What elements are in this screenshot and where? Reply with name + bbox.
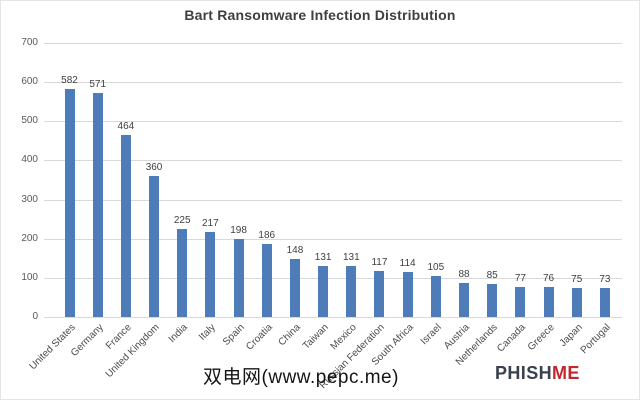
gridline — [44, 160, 622, 162]
y-axis-tick-label: 500 — [21, 115, 38, 127]
y-axis-tick-label: 300 — [21, 193, 38, 205]
bar — [515, 286, 526, 317]
bar-value-label: 114 — [399, 258, 416, 270]
y-axis-tick-label: 400 — [21, 154, 38, 166]
bar-value-label: 225 — [173, 214, 191, 226]
gridline — [44, 43, 622, 44]
bar-value-label: 217 — [202, 218, 219, 230]
y-axis-tick-label: 0 — [32, 311, 38, 322]
y-axis-tick-label: 100 — [21, 271, 38, 283]
bar — [599, 288, 610, 317]
y-axis-tick-label: 200 — [21, 232, 38, 244]
phishme-logo: PHISHME — [495, 363, 580, 384]
gridline — [44, 199, 622, 201]
bar — [177, 228, 188, 317]
bar — [92, 93, 103, 317]
bar — [120, 135, 131, 317]
bar — [402, 272, 413, 317]
watermark-text: 双电网(www.pepc.me) — [203, 367, 399, 388]
plot-area: 0 100 200 300 400 500 600 700 582 United States 57… — [21, 37, 622, 391]
bar-value-label: 464 — [117, 121, 135, 133]
bar-value-label: 77 — [514, 272, 526, 284]
bar-value-label: 88 — [458, 268, 470, 280]
bar — [571, 287, 582, 317]
bar-value-label: 582 — [61, 75, 78, 87]
bar-value-label: 76 — [542, 273, 555, 285]
bar — [64, 89, 75, 317]
bar-value-label: 186 — [258, 230, 276, 242]
bar-value-label: 85 — [486, 269, 498, 281]
bar-value-label: 117 — [371, 257, 388, 269]
bar — [261, 244, 272, 317]
bar — [543, 287, 554, 317]
bar — [346, 265, 357, 317]
logo-phish-text: PHISH — [495, 363, 553, 383]
bar-value-label: 198 — [230, 225, 247, 237]
bar-value-label: 131 — [342, 251, 360, 263]
bar-value-label: 148 — [286, 245, 304, 257]
gridline — [44, 82, 622, 84]
bar-value-label: 131 — [314, 251, 332, 263]
gridline — [44, 238, 622, 240]
bar-value-label: 571 — [89, 79, 107, 91]
bar — [487, 283, 498, 317]
bar — [318, 265, 329, 317]
bar-value-label: 75 — [571, 273, 583, 285]
bar — [233, 239, 244, 317]
bar-value-label: 105 — [427, 261, 445, 273]
gridline — [44, 277, 622, 279]
bar — [459, 282, 470, 317]
chart-title: Bart Ransomware Infection Distribution — [184, 7, 456, 23]
gridline — [44, 121, 622, 123]
bar-value-label: 73 — [599, 274, 611, 286]
y-axis-tick-label: 600 — [21, 76, 38, 88]
bar-value-label: 360 — [145, 162, 163, 174]
y-axis-tick-label: 700 — [21, 37, 38, 48]
gridline — [44, 317, 622, 318]
bar — [289, 259, 300, 317]
bar — [205, 232, 216, 317]
bar — [430, 275, 441, 317]
bar — [374, 271, 385, 317]
bar — [149, 176, 160, 317]
logo-me-text: ME — [552, 363, 580, 383]
